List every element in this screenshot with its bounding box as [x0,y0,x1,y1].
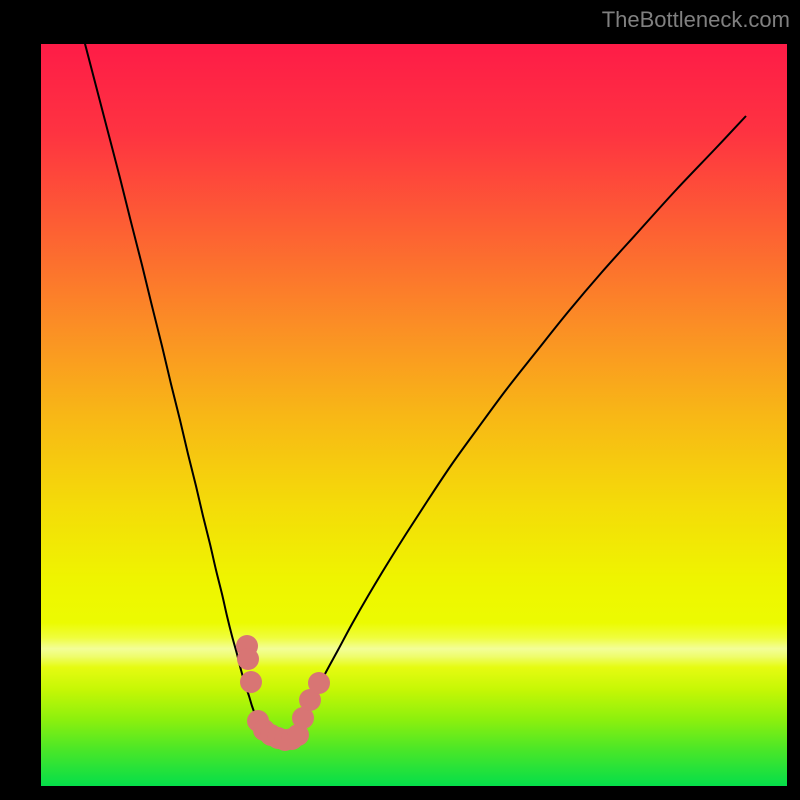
watermark-text: TheBottleneck.com [602,7,790,33]
plot-gradient-background [41,44,787,786]
plot-area [41,44,787,786]
